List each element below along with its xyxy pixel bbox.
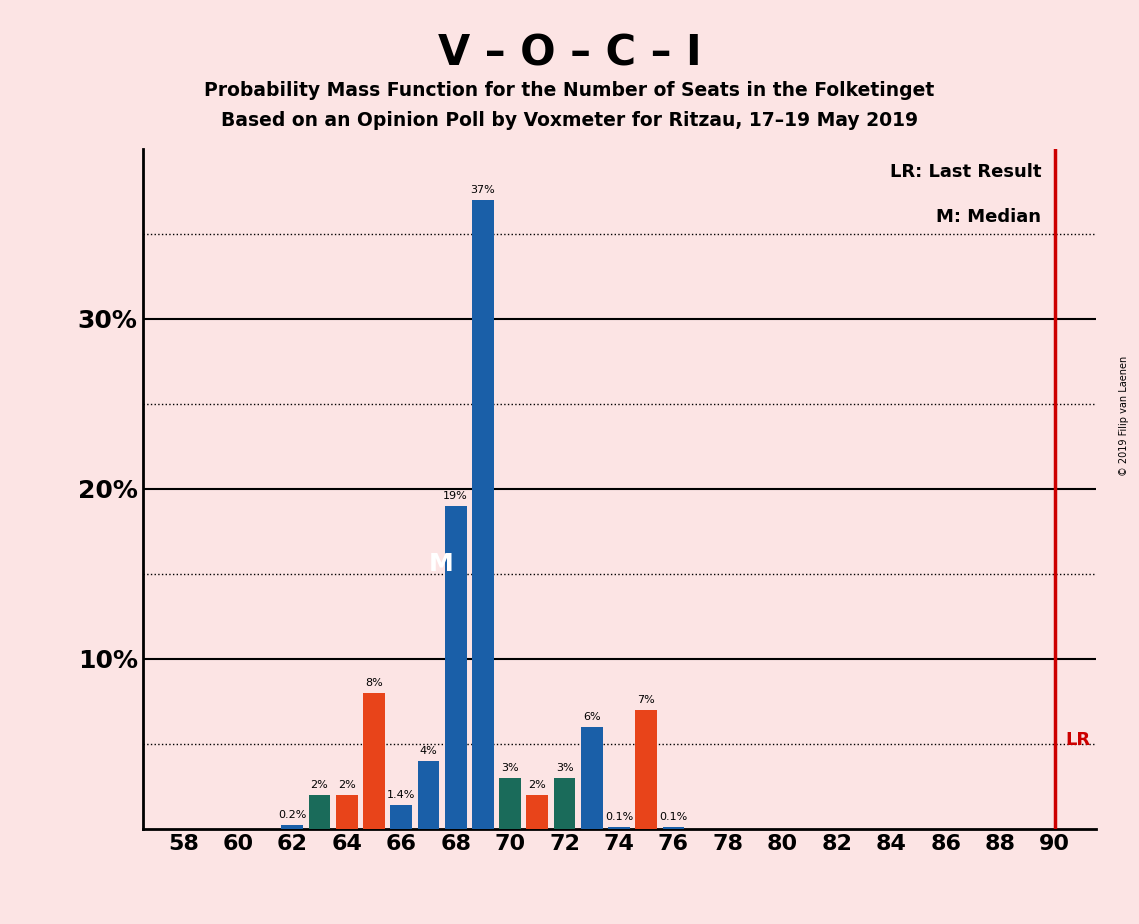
Text: 0.1%: 0.1%: [605, 812, 633, 822]
Bar: [608, 827, 630, 829]
Text: V – O – C – I: V – O – C – I: [437, 32, 702, 74]
Bar: [554, 778, 575, 829]
Bar: [472, 200, 494, 829]
Bar: [444, 505, 467, 829]
Text: 8%: 8%: [366, 677, 383, 687]
Text: 0.1%: 0.1%: [659, 812, 688, 822]
Text: M: M: [428, 552, 453, 576]
Bar: [581, 727, 603, 829]
Text: 37%: 37%: [470, 185, 495, 195]
Bar: [499, 778, 521, 829]
Text: 2%: 2%: [338, 780, 355, 790]
Text: Probability Mass Function for the Number of Seats in the Folketinget: Probability Mass Function for the Number…: [204, 81, 935, 101]
Text: 6%: 6%: [583, 711, 600, 722]
Bar: [636, 710, 657, 829]
Text: LR: LR: [1066, 731, 1091, 749]
Text: M: Median: M: Median: [936, 209, 1041, 226]
Text: LR: Last Result: LR: Last Result: [890, 163, 1041, 180]
Text: 1.4%: 1.4%: [387, 790, 416, 800]
Bar: [336, 795, 358, 829]
Text: 4%: 4%: [419, 746, 437, 756]
Text: 19%: 19%: [443, 491, 468, 501]
Text: 7%: 7%: [638, 695, 655, 705]
Bar: [526, 795, 548, 829]
Bar: [663, 827, 685, 829]
Text: 2%: 2%: [311, 780, 328, 790]
Text: 2%: 2%: [528, 780, 547, 790]
Bar: [281, 825, 303, 829]
Bar: [309, 795, 330, 829]
Bar: [391, 805, 412, 829]
Text: 3%: 3%: [556, 762, 573, 772]
Text: 3%: 3%: [501, 762, 519, 772]
Text: © 2019 Filip van Laenen: © 2019 Filip van Laenen: [1120, 356, 1129, 476]
Text: Based on an Opinion Poll by Voxmeter for Ritzau, 17–19 May 2019: Based on an Opinion Poll by Voxmeter for…: [221, 111, 918, 130]
Text: 0.2%: 0.2%: [278, 810, 306, 821]
Bar: [418, 760, 440, 829]
Bar: [363, 693, 385, 829]
